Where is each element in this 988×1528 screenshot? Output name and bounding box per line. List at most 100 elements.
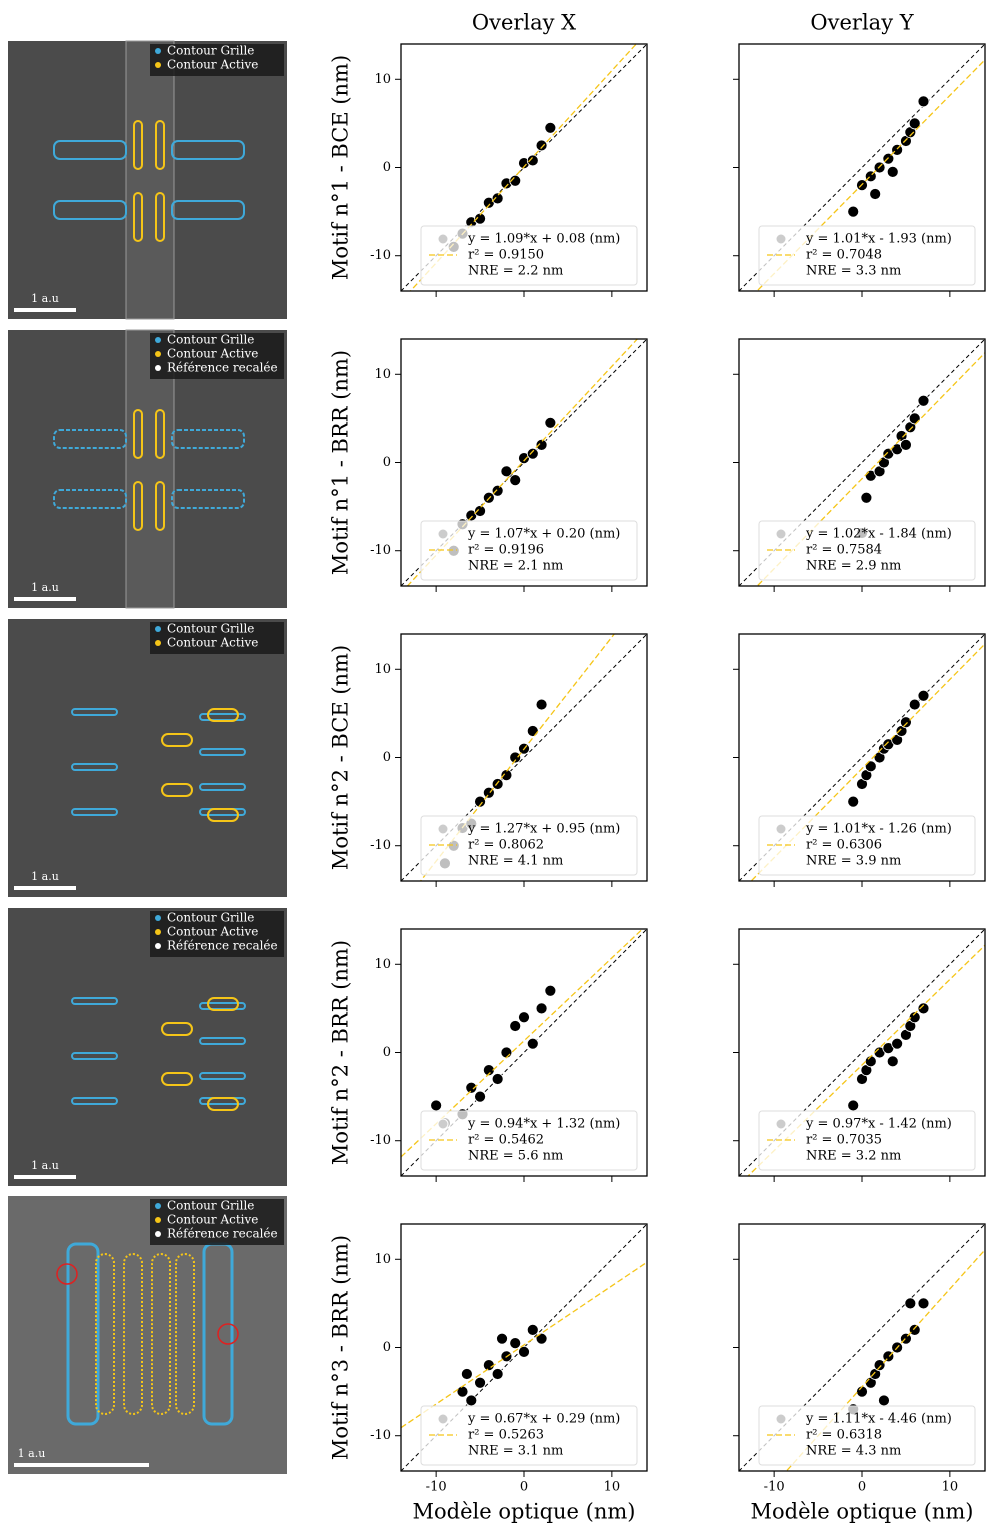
contour-grille [199, 783, 246, 791]
point [908, 1011, 921, 1024]
point [430, 1099, 443, 1112]
legend-label: Contour Grille [167, 44, 254, 58]
point [891, 143, 904, 156]
contour-grille [199, 1072, 246, 1080]
annotation-box [420, 520, 638, 581]
point [544, 121, 557, 134]
y-tick-label: 0 [383, 455, 391, 470]
legend-point-sample [437, 823, 449, 835]
x-tick-label: 0 [858, 1480, 866, 1495]
point [526, 1037, 539, 1050]
legend-dot [155, 62, 161, 68]
annotation: y = 1.07*x + 0.20 (nm) [467, 527, 620, 542]
contour-grille [171, 429, 245, 449]
x-tick-label: -10 [764, 1480, 785, 1495]
x-axis-label: Modèle optique (nm) [751, 1500, 974, 1524]
contour-grille [199, 748, 246, 756]
point [864, 1055, 877, 1068]
point [491, 484, 504, 497]
point [900, 438, 912, 451]
point [474, 505, 486, 517]
annotation-box [758, 1110, 976, 1171]
contour-active [207, 808, 239, 822]
contour-grille [199, 1037, 246, 1045]
marker [56, 1263, 78, 1285]
point [917, 95, 930, 108]
point [917, 394, 930, 407]
legend-dot [155, 943, 161, 949]
scale-label: 1 a.u [31, 1159, 59, 1172]
annotation-box [758, 520, 976, 581]
legend-box [150, 1199, 284, 1245]
scale-bar [14, 597, 76, 601]
legend-label: Contour Grille [167, 622, 254, 636]
point [482, 1359, 495, 1372]
annotation: NRE = 3.9 nm [806, 854, 901, 869]
fit-line [406, 339, 639, 586]
legend-point-sample [775, 528, 787, 540]
point [535, 438, 548, 451]
x-tick-label: 0 [520, 1480, 528, 1495]
point [518, 1346, 530, 1358]
annotation: y = 1.01*x - 1.26 (nm) [805, 822, 952, 837]
y-tick-label: 0 [383, 1340, 391, 1355]
contour-active [175, 1253, 195, 1415]
scale-label: 1 a.u [31, 581, 59, 594]
contour-active [133, 409, 143, 459]
contour-grille [53, 140, 127, 160]
legend-dot [155, 337, 161, 343]
point [908, 698, 921, 711]
y-tick-label: 10 [374, 72, 391, 87]
annotation: r² = 0.6318 [806, 1428, 882, 1443]
point [496, 1332, 508, 1345]
legend-label: Contour Grille [167, 911, 254, 925]
point [526, 447, 539, 460]
point [482, 1064, 495, 1077]
contour-grille [71, 1052, 118, 1060]
y-tick-label: -10 [370, 248, 391, 263]
legend-dot [155, 929, 161, 935]
point [847, 205, 860, 218]
annotation-box [420, 815, 638, 876]
legend-label: Contour Grille [167, 1199, 254, 1213]
point [891, 1037, 904, 1050]
marker [217, 1323, 239, 1345]
y-tick-label: 0 [383, 1045, 391, 1060]
point [908, 117, 921, 130]
contour-active [123, 1253, 143, 1415]
point [526, 725, 539, 737]
contour-active [207, 708, 239, 722]
contour-active [133, 481, 143, 531]
point [544, 416, 557, 429]
point [465, 1394, 478, 1407]
point [869, 188, 882, 200]
annotation: y = 1.01*x - 1.93 (nm) [805, 232, 952, 247]
annotation: NRE = 3.1 nm [468, 1444, 563, 1459]
y-tick-label: 10 [374, 662, 391, 677]
legend-label: Contour Active [167, 636, 258, 650]
legend-box [150, 911, 284, 957]
contour-grille [71, 808, 118, 816]
annotation: y = 1.27*x + 0.95 (nm) [467, 822, 620, 837]
contour-active [161, 1022, 193, 1036]
contour-grille [53, 200, 127, 220]
point [460, 1368, 473, 1380]
scale-bar [14, 1175, 76, 1179]
annotation: y = 0.97*x - 1.42 (nm) [805, 1117, 952, 1132]
annotation: r² = 0.7048 [806, 248, 882, 263]
point [847, 1099, 860, 1112]
contour-grille [53, 489, 127, 509]
legend-dot [155, 48, 161, 54]
gate [125, 40, 175, 320]
legend-label: Référence recalée [167, 1227, 278, 1241]
contour-grille [66, 1242, 100, 1426]
point [917, 1002, 930, 1015]
point [474, 1376, 486, 1389]
point [509, 751, 522, 764]
y-tick-label: 10 [374, 957, 391, 972]
annotation: r² = 0.6306 [806, 838, 882, 853]
point [518, 1011, 530, 1024]
